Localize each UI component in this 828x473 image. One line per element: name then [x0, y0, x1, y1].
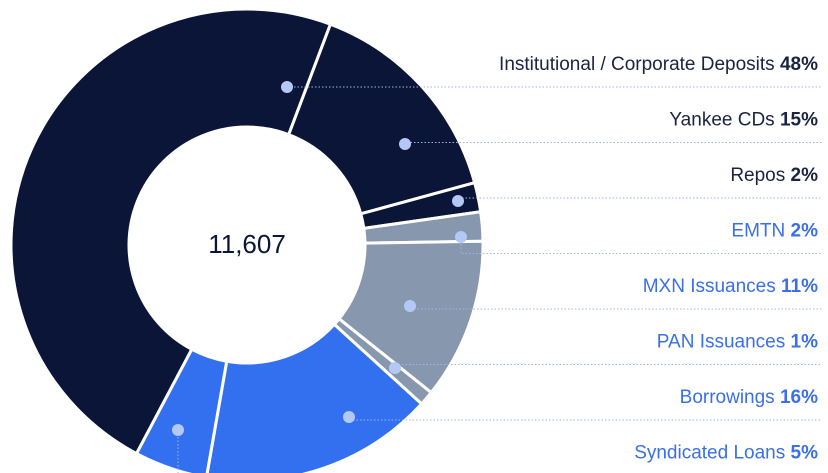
slice [287, 22, 477, 216]
slice-label: Borrowings 16% [680, 387, 818, 408]
category-name: Syndicated Loans [634, 443, 785, 464]
slice [205, 322, 424, 473]
slice-label: PAN Issuances 1% [657, 332, 818, 353]
slice-label: Yankee CDs 15% [669, 110, 818, 131]
value-label: 15% [780, 110, 818, 131]
leader-dot [452, 195, 464, 207]
slice-label: EMTN 2% [731, 221, 818, 242]
value-label: 16% [780, 387, 818, 408]
leader-dot [172, 424, 184, 436]
leader-dot [281, 81, 293, 93]
slice-label: Syndicated Loans 5% [634, 443, 818, 464]
category-name: PAN Issuances [657, 332, 785, 353]
leader-line [348, 417, 822, 421]
slice-label: Institutional / Corporate Deposits 48% [499, 54, 818, 75]
leader-dot [404, 300, 416, 312]
leader-line [404, 142, 822, 144]
slice [135, 347, 229, 473]
value-label: 1% [791, 332, 819, 353]
leader-dot [343, 411, 355, 423]
value-label: 48% [780, 54, 818, 75]
category-name: Repos [730, 165, 785, 186]
center-label: 11,607 [208, 229, 286, 259]
category-name: Borrowings [680, 387, 775, 408]
value-label: 2% [791, 221, 819, 242]
leader-dot [399, 138, 411, 150]
leader-dot [389, 362, 401, 374]
leaders [172, 81, 822, 473]
leader-line [394, 364, 822, 368]
slice-label: Repos 2% [730, 165, 818, 186]
slice [9, 7, 332, 456]
value-label: 2% [791, 165, 819, 186]
value-label: 11% [781, 276, 818, 297]
leader-line [457, 197, 822, 201]
slice-label: MXN Issuances 11% [643, 276, 818, 297]
category-name: MXN Issuances [643, 276, 776, 297]
category-name: Institutional / Corporate Deposits [499, 54, 775, 75]
leader-line [177, 430, 179, 473]
category-name: EMTN [731, 221, 785, 242]
value-label: 5% [791, 443, 819, 464]
donut [9, 7, 485, 473]
leader-dot [455, 231, 467, 243]
category-name: Yankee CDs [669, 110, 774, 131]
